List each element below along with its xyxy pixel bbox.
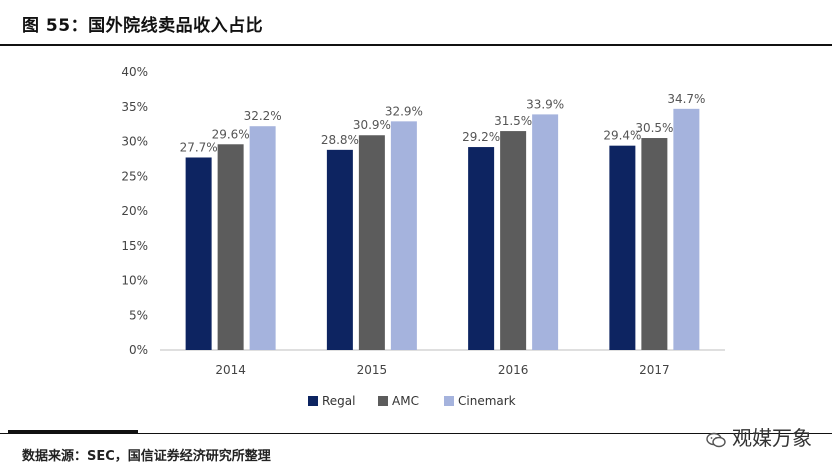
data-label-regal-2014: 27.7% xyxy=(180,140,218,154)
legend-swatch-regal xyxy=(308,396,318,406)
data-label-amc-2016: 31.5% xyxy=(494,114,532,128)
bar-amc-2016 xyxy=(500,131,527,350)
data-label-cinemark-2015: 32.9% xyxy=(385,104,423,118)
footer-accent-rule xyxy=(8,430,138,433)
y-tick-label: 0% xyxy=(129,343,148,357)
y-tick-label: 5% xyxy=(129,308,148,322)
y-tick-label: 30% xyxy=(121,135,148,149)
legend-label-regal: Regal xyxy=(322,394,356,408)
y-tick-label: 20% xyxy=(121,204,148,218)
bar-cinemark-2016 xyxy=(532,114,559,351)
bar-regal-2016 xyxy=(468,147,495,350)
x-tick-label: 2017 xyxy=(639,363,670,377)
bar-regal-2014 xyxy=(185,157,212,350)
watermark: 观媒万象 xyxy=(706,422,812,451)
bar-cinemark-2014 xyxy=(249,126,276,351)
data-label-amc-2014: 29.6% xyxy=(212,127,250,141)
legend-label-amc: AMC xyxy=(392,394,419,408)
bar-chart: 0% 5% 10% 15% 20% 25% 30% 35% 40% 27.7%29.6% 32.2%… xyxy=(121,65,725,408)
figure-title: 图 55：国外院线卖品收入占比 xyxy=(22,16,264,36)
bar-amc-2014 xyxy=(217,144,244,350)
data-label-cinemark-2016: 33.9% xyxy=(526,97,564,111)
bar-amc-2017 xyxy=(641,138,668,350)
data-label-amc-2015: 30.9% xyxy=(353,118,391,132)
source-note: 数据来源：SEC，国信证券经济研究所整理 xyxy=(22,449,271,464)
y-tick-label: 10% xyxy=(121,274,148,288)
data-label-cinemark-2017: 34.7% xyxy=(667,92,705,106)
y-tick-label: 15% xyxy=(121,239,148,253)
bar-regal-2017 xyxy=(609,145,636,350)
footer-rule xyxy=(0,433,832,434)
y-tick-label: 35% xyxy=(121,100,148,114)
data-label-regal-2016: 29.2% xyxy=(462,130,500,144)
figure-header: 图 55：国外院线卖品收入占比 xyxy=(0,0,832,46)
x-tick-label: 2014 xyxy=(215,363,246,377)
data-label-cinemark-2014: 32.2% xyxy=(244,109,282,123)
bar-cinemark-2015 xyxy=(390,121,417,350)
data-label-regal-2017: 29.4% xyxy=(603,129,641,143)
y-tick-label: 40% xyxy=(121,65,148,79)
data-label-amc-2017: 30.5% xyxy=(635,121,673,135)
wechat-icon xyxy=(706,429,726,447)
bar-cinemark-2017 xyxy=(673,108,700,351)
bar-regal-2015 xyxy=(326,149,353,350)
data-label-regal-2015: 28.8% xyxy=(321,133,359,147)
legend-label-cinemark: Cinemark xyxy=(458,394,516,408)
legend-swatch-cinemark xyxy=(444,396,454,406)
y-tick-label: 25% xyxy=(121,169,148,183)
x-tick-label: 2016 xyxy=(498,363,529,377)
watermark-text: 观媒万象 xyxy=(732,426,812,450)
legend-swatch-amc xyxy=(378,396,388,406)
x-tick-label: 2015 xyxy=(357,363,388,377)
bar-amc-2015 xyxy=(358,135,385,350)
